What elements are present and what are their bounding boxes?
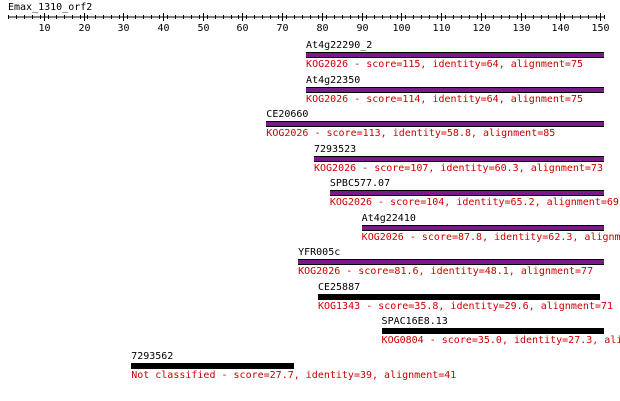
ruler-tick-label: 20 [78, 23, 90, 34]
hit-name[interactable]: 7293562 [131, 350, 174, 362]
hit-alignment-bar[interactable] [298, 259, 605, 265]
hit-alignment-bar[interactable] [131, 362, 295, 369]
ruler-tick-label: 50 [197, 23, 209, 34]
hit-alignment-bar[interactable] [266, 121, 605, 127]
hit-name[interactable]: At4g22290_2 [306, 40, 373, 51]
hit-info: KOG2026 - score=104, identity=65.2, alig… [329, 197, 619, 208]
hit-name[interactable]: At4g22350 [306, 74, 361, 86]
ruler-tick-label: 90 [356, 23, 368, 34]
ruler-tick-label: 150 [591, 23, 609, 34]
hit-info: KOG1343 - score=35.8, identity=29.6, ali… [317, 300, 613, 312]
hit-info: KOG0804 - score=35.0, identity=27.3, ali… [381, 335, 620, 346]
ruler-tick-label: 80 [316, 23, 328, 34]
ruler-tick-label: 120 [472, 23, 490, 34]
ruler-tick-label: 40 [157, 23, 169, 34]
hit-info: KOG2026 - score=114, identity=64, alignm… [306, 93, 583, 105]
hit-alignment-bar[interactable] [313, 155, 605, 162]
hit-name[interactable]: 7293523 [313, 143, 357, 155]
hit-alignment-bar[interactable] [381, 328, 605, 334]
hit-name[interactable]: SPBC577.07 [329, 178, 391, 189]
position-ruler: 10 20 30 40 50 60 70 80 90 100 110 120 130 140 150 [8, 13, 610, 34]
ruler-tick-label: 140 [551, 23, 569, 34]
ruler-tick-label: 30 [117, 23, 129, 34]
ruler-tick-label: 130 [512, 23, 530, 34]
hit-info: Not classified - score=27.7, identity=39… [131, 369, 457, 381]
hit-alignment-bar[interactable] [329, 190, 605, 196]
hit-info: KOG2026 - score=115, identity=64, alignm… [306, 59, 583, 70]
ruler-tick-label: 110 [432, 23, 450, 34]
ruler-tick-label: 10 [38, 23, 50, 34]
hit-name[interactable]: CE20660 [266, 109, 309, 120]
hit-name[interactable]: CE25887 [317, 281, 361, 293]
hit-info: KOG2026 - score=81.6, identity=48.1, ali… [298, 266, 594, 277]
sequence-title: Emax_1310_orf2 [8, 2, 93, 13]
ruler-tick-label: 100 [392, 23, 410, 34]
hit-info: KOG2026 - score=87.8, identity=62.3, ali… [361, 231, 620, 243]
hit-alignment-bar[interactable] [306, 52, 605, 58]
hit-name[interactable]: At4g22410 [361, 212, 416, 224]
hit-alignment-bar[interactable] [361, 224, 605, 231]
hit-info: KOG2026 - score=113, identity=58.8, alig… [266, 128, 556, 139]
hit-alignment-bar[interactable] [317, 293, 601, 300]
hit-info: KOG2026 - score=107, identity=60.3, alig… [313, 162, 603, 174]
ruler-tick-label: 70 [276, 23, 288, 34]
hit-name[interactable]: SPAC16E8.13 [381, 316, 448, 327]
hit-alignment-bar[interactable] [306, 86, 605, 93]
hit-name[interactable]: YFR005c [298, 247, 341, 258]
ruler-tick-label: 60 [236, 23, 248, 34]
